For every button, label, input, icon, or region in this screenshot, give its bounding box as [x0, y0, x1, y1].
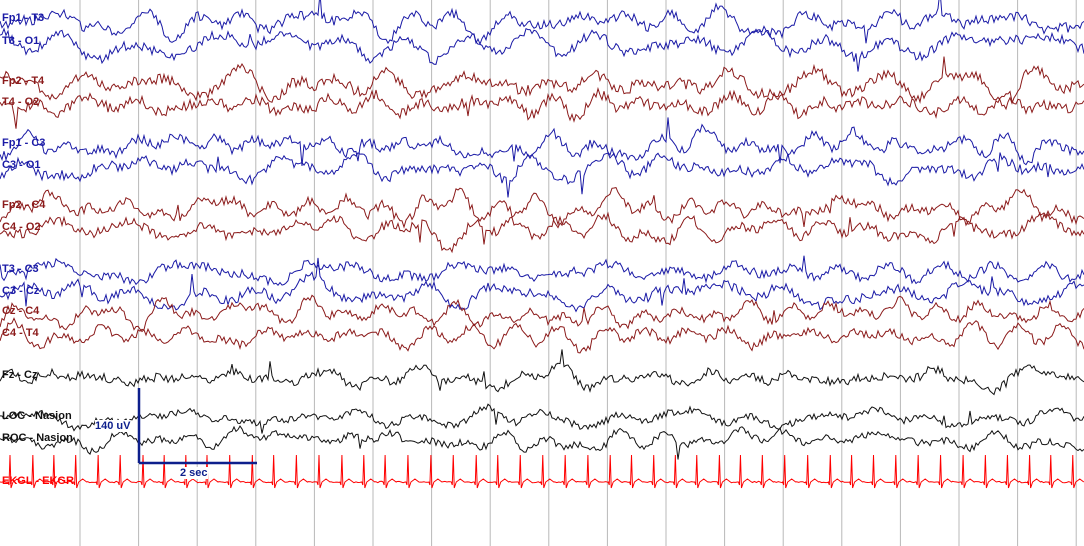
channel-trace: [0, 211, 1084, 254]
time-grid: [79, 0, 1077, 546]
channel-label: Cz - C4: [2, 305, 40, 317]
channel-label: T4 - O2: [2, 96, 40, 108]
channel-label: Fp2 - C4: [2, 199, 46, 211]
amplitude-scale-label: 140 uV: [95, 420, 131, 432]
channel-trace: [0, 257, 1084, 313]
channel-trace: [0, 294, 1084, 333]
channel-label: C3 - Cz: [2, 285, 40, 297]
channel-trace: [0, 349, 1084, 396]
channel-label: Fp1 - T3: [2, 12, 45, 24]
channel-trace: [0, 425, 1084, 460]
channel-trace: [0, 454, 1084, 489]
channel-trace: [0, 255, 1084, 287]
channel-trace: [0, 403, 1084, 434]
channel-label: Fp1 - C3: [2, 137, 46, 149]
channel-trace: [0, 317, 1084, 354]
channel-trace: [0, 187, 1084, 229]
time-scale-label: 2 sec: [180, 467, 208, 479]
channel-label: EKGL - EKGR: [2, 475, 74, 487]
channel-trace: [0, 56, 1084, 111]
channel-label: Fp2 - T4: [2, 75, 45, 87]
channel-label: C4 - O2: [2, 221, 41, 233]
channel-label: T3 - C3: [2, 263, 39, 275]
channel-label: Fz - Cz: [2, 369, 38, 381]
calibration-marker: [137, 388, 257, 465]
channel-label: ROC - Nasion: [2, 432, 73, 444]
channel-trace: [0, 0, 1084, 46]
channel-trace: [0, 117, 1084, 167]
channel-trace: [0, 27, 1084, 72]
channel-trace: [0, 152, 1084, 198]
channel-trace: [0, 86, 1084, 129]
channel-label: T3 - O1: [2, 35, 40, 47]
channel-label: LOC - Nasion: [2, 410, 72, 422]
channel-label: C3 - O1: [2, 159, 41, 171]
channel-label: C4 - T4: [2, 327, 39, 339]
